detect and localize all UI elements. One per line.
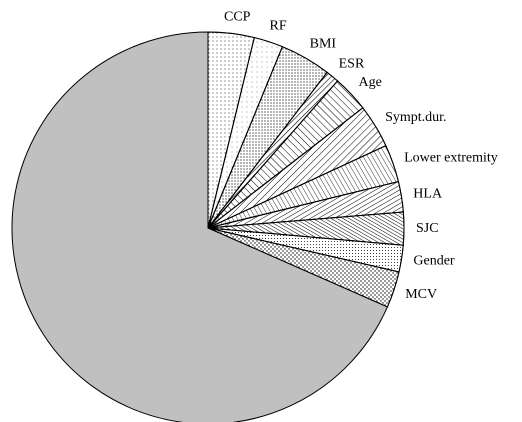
slice	[11, 31, 389, 422]
slice-label: BMI	[310, 36, 337, 51]
slice-label: MCV	[405, 287, 437, 302]
slice-label: SJC	[416, 221, 439, 236]
slice-label: RF	[270, 19, 287, 34]
slice-label: HLA	[413, 186, 443, 201]
slice-label: ESR	[339, 56, 365, 71]
slice-label: Age	[359, 75, 382, 90]
slice-label: CCP	[224, 10, 251, 25]
slice-label: Gender	[413, 253, 455, 268]
slice-label: Lower extremity	[404, 150, 498, 165]
slice-label: Sympt.dur.	[385, 110, 446, 125]
